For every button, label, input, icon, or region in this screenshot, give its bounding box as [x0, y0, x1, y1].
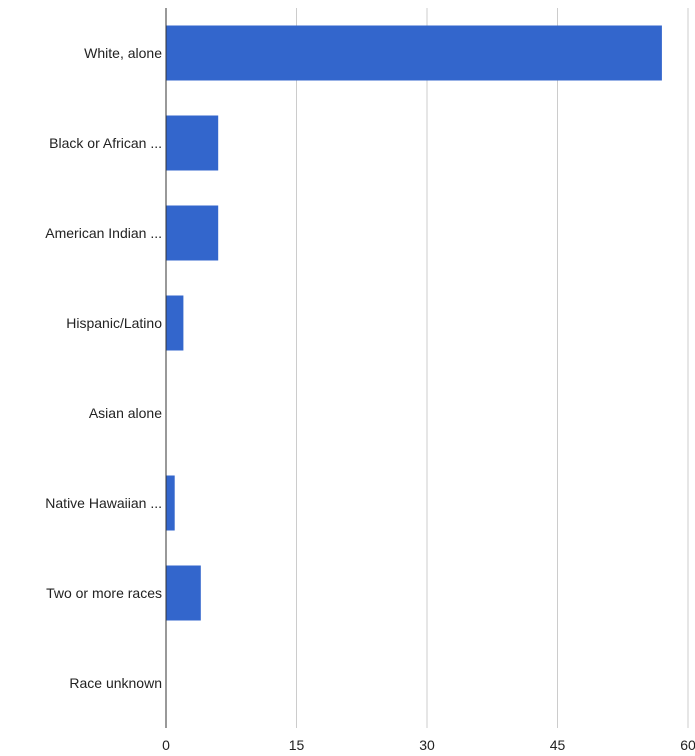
- bar-2[interactable]: [166, 205, 219, 261]
- category-label-1: Black or African ...: [49, 135, 162, 151]
- bars: [166, 25, 662, 621]
- x-tick-label-0: 0: [162, 737, 170, 753]
- bar-3[interactable]: [166, 295, 184, 351]
- x-tick-label-15: 15: [289, 737, 305, 753]
- category-label-2: American Indian ...: [45, 225, 162, 241]
- bar-6[interactable]: [166, 565, 201, 621]
- bar-0[interactable]: [166, 25, 662, 81]
- category-label-3: Hispanic/Latino: [66, 315, 162, 331]
- bar-5[interactable]: [166, 475, 175, 531]
- x-tick-label-45: 45: [550, 737, 566, 753]
- category-label-5: Native Hawaiian ...: [45, 495, 162, 511]
- category-label-7: Race unknown: [69, 675, 162, 691]
- x-tick-label-60: 60: [680, 737, 695, 753]
- bar-1[interactable]: [166, 115, 219, 171]
- category-label-4: Asian alone: [89, 405, 162, 421]
- category-labels: White, alone Black or African ... American…: [45, 45, 162, 691]
- category-label-6: Two or more races: [46, 585, 162, 601]
- x-tick-label-30: 30: [419, 737, 435, 753]
- x-axis-tick-labels: 0 15 30 45 60: [162, 737, 695, 753]
- category-label-0: White, alone: [84, 45, 162, 61]
- gridlines: [296, 8, 689, 728]
